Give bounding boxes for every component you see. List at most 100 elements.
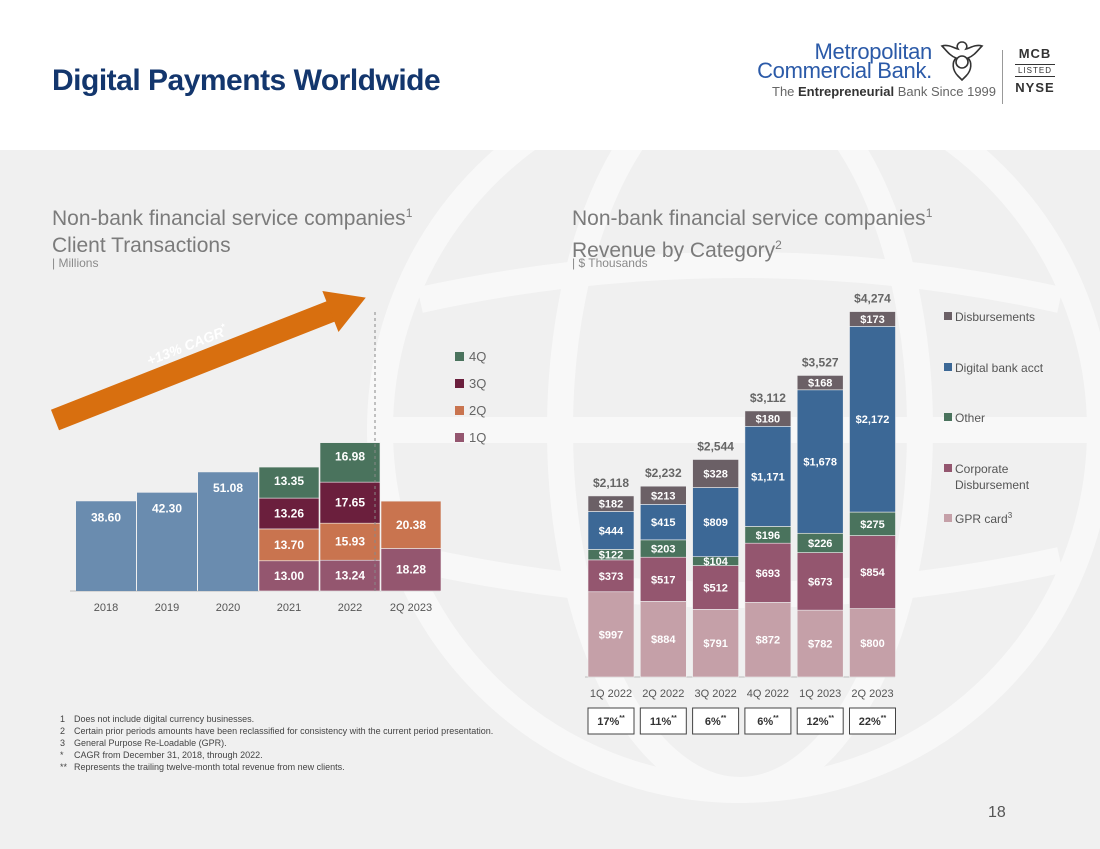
bar-digital-bank-acct-1q-2022 — [587, 511, 635, 550]
bar-label-4q-2021: 13.35 — [274, 474, 304, 488]
bar-label-gpr-card-2q-2022: $884 — [651, 634, 676, 646]
footnote-mark: ** — [60, 762, 68, 772]
bar-4q-2021 — [258, 466, 320, 499]
ticker-listed: LISTED — [1015, 64, 1055, 77]
bar-gpr-card-4q-2022 — [744, 602, 792, 678]
bar-label-3q-2022: 17.65 — [335, 496, 365, 510]
bar-label-gpr-card-1q-2022: $997 — [599, 629, 623, 641]
legend-text-digital-bank-acct: Digital bank acct — [955, 361, 1044, 375]
bar-label-1q-2q-2023: 18.28 — [396, 563, 426, 577]
growth-label-2q-2023: 22%** — [859, 715, 887, 728]
bar-label-digital-bank-acct-2q-2022: $415 — [651, 517, 675, 529]
logo-tagline: The Entrepreneurial Bank Since 1999 — [772, 84, 997, 99]
legend-swatch-other — [944, 413, 952, 421]
x-tick-4q-2022: 4Q 2022 — [747, 688, 789, 700]
growth-label-1q-2023: 12%** — [806, 715, 834, 728]
bar-gpr-card-3q-2022 — [692, 609, 739, 678]
bar-label-3q-2021: 13.26 — [274, 507, 304, 521]
legend-text-other: Other — [955, 411, 985, 425]
legend-label-corporate-disbursement-2: Disbursement — [955, 478, 1030, 492]
x-tick-2022: 2022 — [338, 602, 362, 614]
footnote-2: 2 Certain prior periods amounts have been… — [60, 725, 493, 737]
bank-logo: Metropolitan Commercial Bank. The Entrep… — [757, 36, 1090, 106]
bar-disbursements-3q-2022 — [692, 459, 739, 488]
bar-label-disbursements-4q-2022: $180 — [756, 414, 780, 426]
bar-label-other-1q-2023: $226 — [808, 538, 832, 550]
bar-annual-2018 — [76, 501, 136, 591]
bar-annual-2020 — [198, 472, 258, 591]
bar-label-4q-2022: 16.98 — [335, 450, 365, 464]
legend-swatch-digital-bank-acct — [944, 363, 952, 371]
x-tick-1q-2022: 1Q 2022 — [590, 688, 632, 700]
bar-corporate-disbursement-1q-2022 — [587, 559, 635, 593]
legend-text-corporate-disbursement-1: Corporate — [955, 462, 1009, 476]
page-number: 18 — [988, 804, 1006, 821]
footnote-text: Represents the trailing twelve-month tot… — [74, 762, 345, 772]
bar-label-1q-2021: 13.00 — [274, 569, 304, 583]
growth-label-4q-2022: 6%** — [757, 715, 779, 728]
bar-corporate-disbursement-2q-2022 — [639, 556, 687, 602]
bar-disbursements-1q-2022 — [587, 495, 635, 512]
bar-3q-2021 — [258, 497, 320, 530]
footnote-1: 1 Does not include digital currency busin… — [60, 713, 493, 725]
bar-1q-2022 — [319, 559, 381, 592]
cagr-annotation-sup: * — [220, 321, 227, 332]
footnotes: 1 Does not include digital currency busin… — [60, 713, 493, 773]
x-tick-3q-2022: 3Q 2022 — [694, 688, 736, 700]
bar-label-other-1q-2022: $122 — [599, 550, 623, 562]
total-label-4q-2022: $3,112 — [750, 391, 786, 405]
legend-text-gpr-card: GPR card — [955, 512, 1008, 526]
left-chart-unit: | Millions — [52, 256, 99, 270]
legend-label-1q: 1Q — [469, 430, 486, 445]
growth-value-1q-2022: 17% — [597, 716, 619, 728]
footnote-mark: 2 — [60, 726, 66, 736]
footnote-text: Does not include digital currency busine… — [74, 714, 255, 724]
legend-label-disbursements: Disbursements — [955, 310, 1035, 324]
bar-label-corporate-disbursement-4q-2022: $693 — [756, 568, 780, 580]
bar-corporate-disbursement-2q-2023 — [849, 535, 896, 609]
right-chart-unit: | $ Thousands — [572, 256, 648, 270]
growth-box-4q-2022 — [744, 707, 792, 735]
bar-disbursements-4q-2022 — [744, 410, 792, 427]
bar-label-corporate-disbursement-1q-2022: $373 — [599, 571, 623, 583]
legend-label-digital-bank-acct: Digital bank acct — [955, 361, 1044, 375]
growth-sup-3q-2022: ** — [721, 715, 727, 722]
growth-sup-4q-2022: ** — [773, 715, 779, 722]
bar-disbursements-1q-2023 — [796, 375, 844, 391]
ticker-exchange: NYSE — [1015, 80, 1055, 95]
bar-label-annual-2020: 51.08 — [213, 481, 243, 495]
bar-label-digital-bank-acct-1q-2022: $444 — [599, 525, 624, 537]
growth-sup-2q-2023: ** — [881, 715, 887, 722]
footnote-mark: * — [60, 750, 64, 760]
legend-swatch-4q — [455, 352, 464, 361]
x-tick-2021: 2021 — [277, 602, 301, 614]
bar-label-disbursements-3q-2022: $328 — [703, 469, 727, 481]
bar-label-other-2q-2022: $203 — [651, 544, 675, 556]
footnote-text: General Purpose Re-Loadable (GPR). — [74, 738, 227, 748]
cagr-arrow-head — [322, 291, 366, 332]
x-tick-1q-2023: 1Q 2023 — [799, 688, 841, 700]
bar-2q-2022 — [319, 522, 381, 561]
footnote-3: 3 General Purpose Re-Loadable (GPR). — [60, 737, 493, 749]
footnote-5: ** Represents the trailing twelve-month t… — [60, 761, 493, 773]
eagle-icon — [940, 41, 984, 82]
growth-value-2q-2022: 11% — [650, 716, 672, 728]
bar-label-digital-bank-acct-2q-2023: $2,172 — [856, 414, 890, 426]
growth-box-2q-2023 — [849, 707, 896, 735]
growth-value-3q-2022: 6% — [705, 716, 721, 728]
legend-swatch-3q — [455, 379, 464, 388]
total-label-1q-2023: $3,527 — [802, 355, 839, 369]
footnote-text: Certain prior periods amounts have been … — [74, 726, 494, 736]
bar-label-other-4q-2022: $196 — [756, 530, 780, 542]
bar-1q-2q-2023 — [380, 548, 442, 592]
bar-4q-2022 — [319, 442, 381, 483]
total-label-2q-2022: $2,232 — [645, 466, 682, 480]
logo-name-line1: Metropolitan — [814, 39, 933, 64]
growth-sup-1q-2022: ** — [619, 715, 625, 722]
growth-label-1q-2022: 17%** — [597, 715, 625, 728]
right-chart-title: Non-bank financial service companies1 Re… — [572, 206, 933, 262]
bar-gpr-card-1q-2022 — [587, 591, 635, 678]
growth-value-2q-2023: 22% — [859, 716, 881, 728]
bar-label-other-2q-2023: $275 — [860, 519, 884, 531]
